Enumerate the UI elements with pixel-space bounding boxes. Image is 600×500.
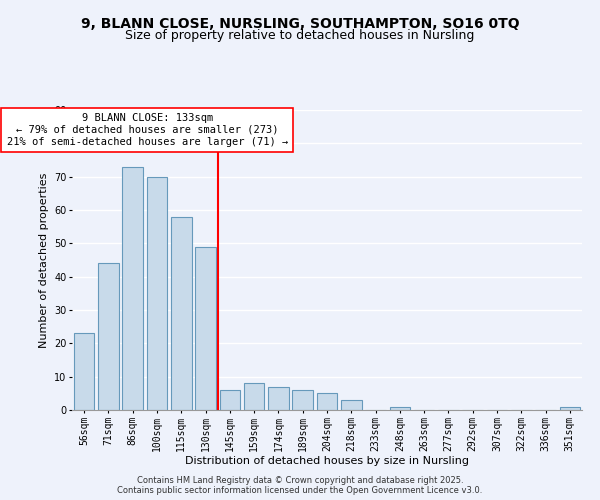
Bar: [220, 390, 240, 410]
Text: Contains HM Land Registry data © Crown copyright and database right 2025.
Contai: Contains HM Land Registry data © Crown c…: [118, 476, 482, 495]
Bar: [268, 386, 289, 410]
Bar: [389, 406, 410, 410]
Bar: [171, 216, 191, 410]
Bar: [341, 400, 362, 410]
Text: Size of property relative to detached houses in Nursling: Size of property relative to detached ho…: [125, 29, 475, 42]
Text: 9 BLANN CLOSE: 133sqm
← 79% of detached houses are smaller (273)
21% of semi-det: 9 BLANN CLOSE: 133sqm ← 79% of detached …: [7, 114, 288, 146]
Y-axis label: Number of detached properties: Number of detached properties: [38, 172, 49, 348]
X-axis label: Distribution of detached houses by size in Nursling: Distribution of detached houses by size …: [185, 456, 469, 466]
Text: 9, BLANN CLOSE, NURSLING, SOUTHAMPTON, SO16 0TQ: 9, BLANN CLOSE, NURSLING, SOUTHAMPTON, S…: [80, 18, 520, 32]
Bar: [292, 390, 313, 410]
Bar: [74, 334, 94, 410]
Bar: [244, 384, 265, 410]
Bar: [98, 264, 119, 410]
Bar: [122, 166, 143, 410]
Bar: [560, 406, 580, 410]
Bar: [195, 246, 216, 410]
Bar: [146, 176, 167, 410]
Bar: [317, 394, 337, 410]
